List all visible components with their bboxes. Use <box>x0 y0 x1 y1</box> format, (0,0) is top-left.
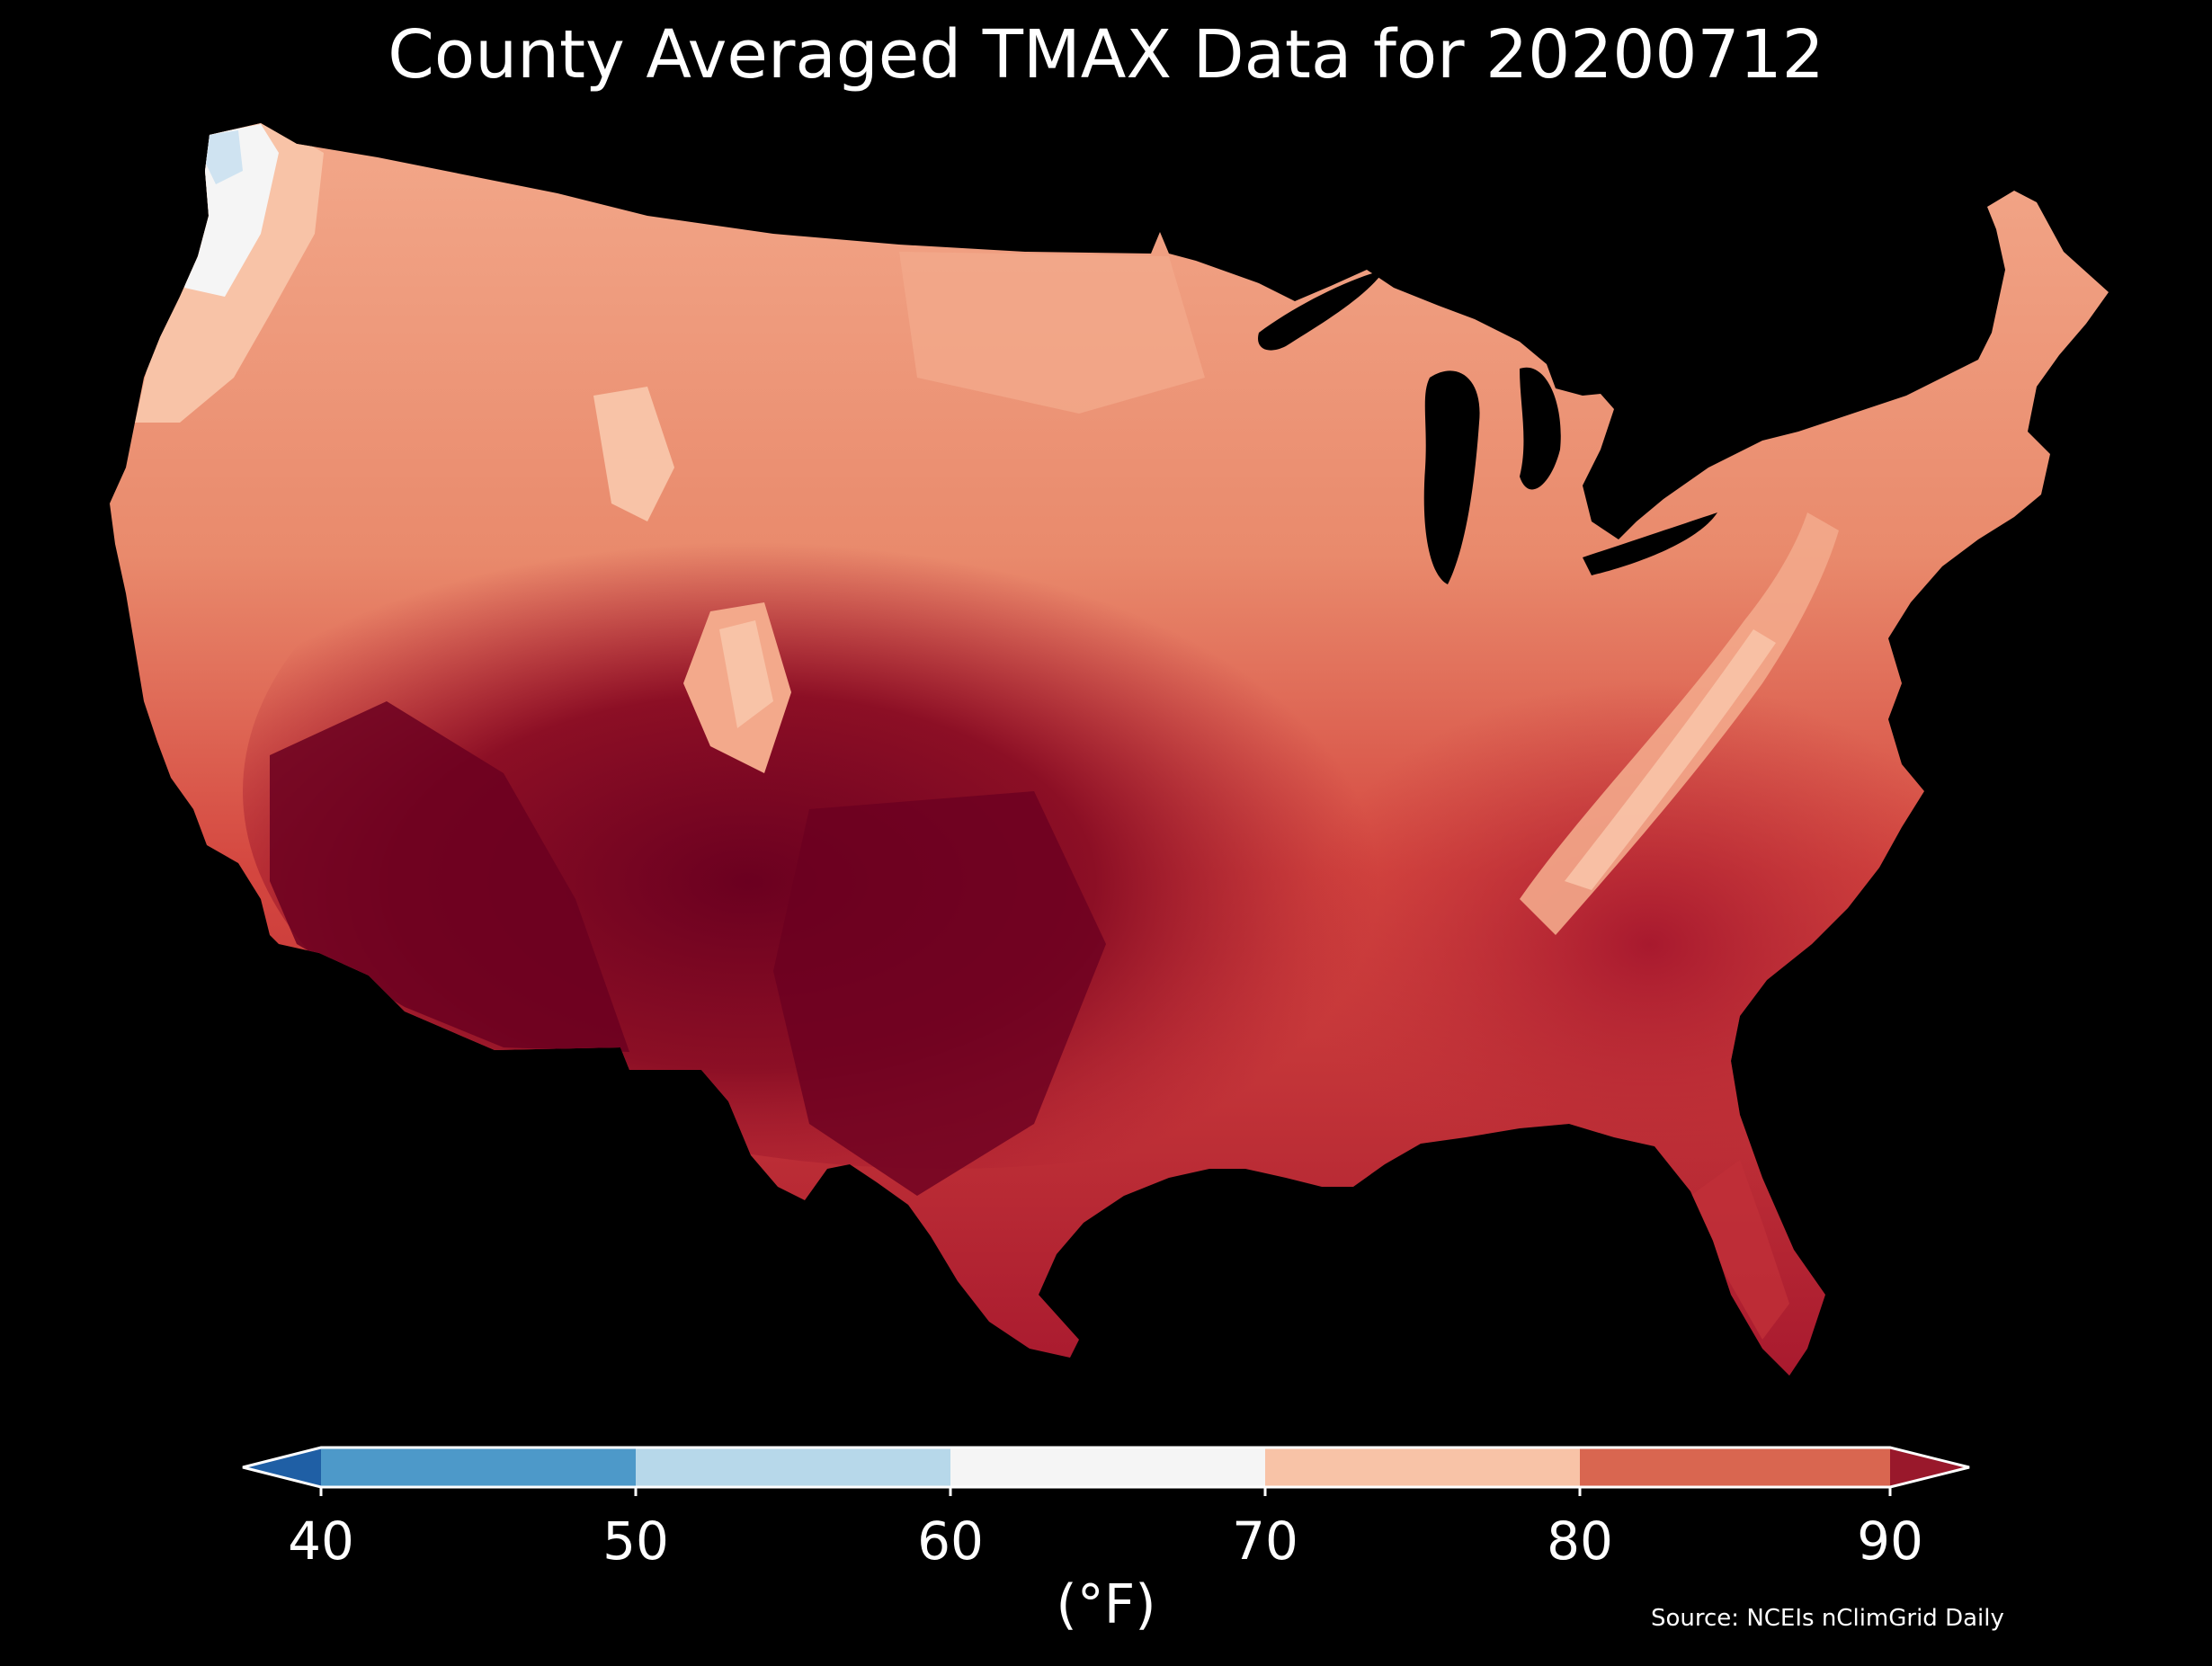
colorbar-bin-60-70 <box>950 1448 1265 1487</box>
colorbar-tick-80: 80 <box>1547 1510 1613 1572</box>
colorbar-tick-90: 90 <box>1857 1510 1923 1572</box>
colorbar-extend-low <box>243 1448 321 1487</box>
colorbar-bin-80-90 <box>1580 1448 1890 1487</box>
lake-huron <box>1520 367 1561 490</box>
lake-erie <box>1583 512 1717 575</box>
lake-superior <box>1258 270 1385 351</box>
colorbar-tick-70: 70 <box>1232 1510 1298 1572</box>
colorbar-bin-50-60 <box>636 1448 950 1487</box>
colorbar-extend-high <box>1890 1448 1969 1487</box>
colorbar-tick-40: 40 <box>288 1510 354 1572</box>
colorbar-unit-label: (°F) <box>1056 1573 1156 1636</box>
map-title: County Averaged TMAX Data for 20200712 <box>388 16 1824 94</box>
source-credit: Source: NCEIs nClimGrid Daily <box>1651 1605 2004 1632</box>
colorbar-bin-40-50 <box>321 1448 636 1487</box>
colorbar-tick-60: 60 <box>917 1510 984 1572</box>
colorbar-tick-50: 50 <box>602 1510 669 1572</box>
colorbar-bin-70-80 <box>1265 1448 1580 1487</box>
lake-michigan <box>1423 370 1480 584</box>
